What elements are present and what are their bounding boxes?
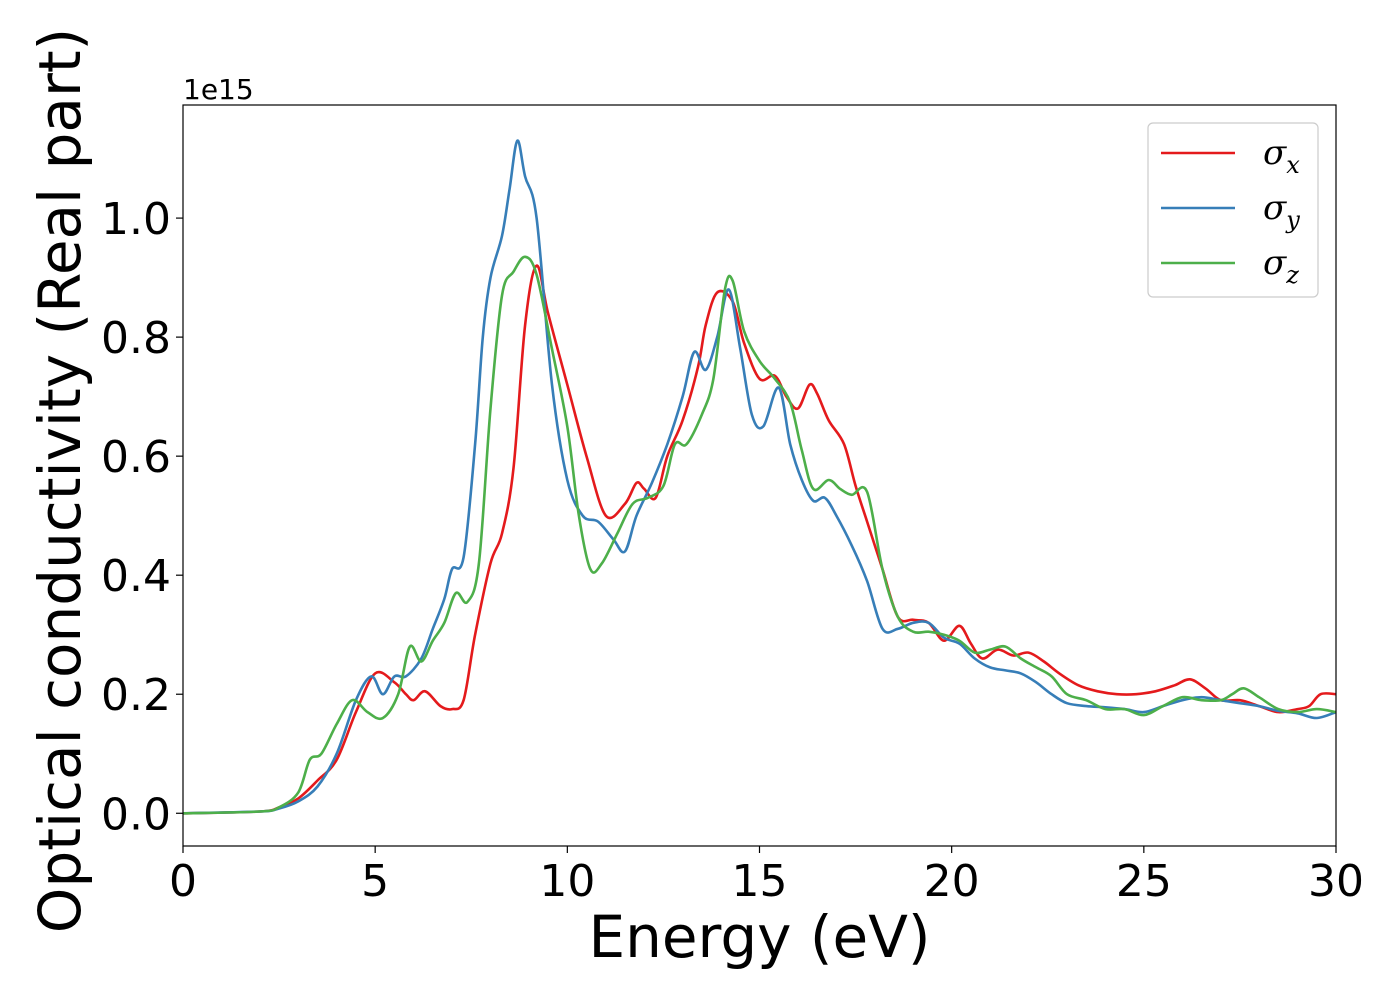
y-tick-label: 1.0 — [101, 194, 171, 245]
x-tick-label: 0 — [169, 856, 197, 907]
x-axis: 0 5 10 15 20 25 30 — [169, 846, 1364, 907]
x-tick-label: 15 — [732, 856, 788, 907]
y-tick-label: 0.2 — [101, 670, 171, 721]
x-tick-label: 30 — [1308, 856, 1364, 907]
x-tick-label: 25 — [1116, 856, 1172, 907]
series-line-z — [182, 255, 1337, 815]
legend-label-z: σz — [1263, 243, 1299, 289]
legend: σx σy σz — [1147, 122, 1319, 298]
x-tick-label: 20 — [924, 856, 980, 907]
x-tick-label: 10 — [539, 856, 595, 907]
y-tick-label: 0.0 — [101, 789, 171, 840]
x-tick-label: 5 — [361, 856, 389, 907]
series-line-x — [182, 264, 1337, 815]
y-axis-title: Optical conductivity (Real part) — [26, 28, 94, 933]
y-tick-label: 0.8 — [101, 313, 171, 364]
legend-box — [1147, 122, 1319, 298]
series-layer — [182, 139, 1337, 815]
y-tick-label: 0.6 — [101, 432, 171, 483]
y-offset-text: 1e15 — [183, 73, 254, 106]
y-tick-label: 0.4 — [101, 551, 171, 602]
x-axis-title: Energy (eV) — [588, 903, 930, 971]
legend-label-y: σy — [1263, 188, 1300, 234]
legend-label-x: σx — [1263, 133, 1300, 179]
y-axis: 0.0 0.2 0.4 0.6 0.8 1.0 — [101, 194, 183, 840]
series-line-y — [182, 139, 1337, 815]
